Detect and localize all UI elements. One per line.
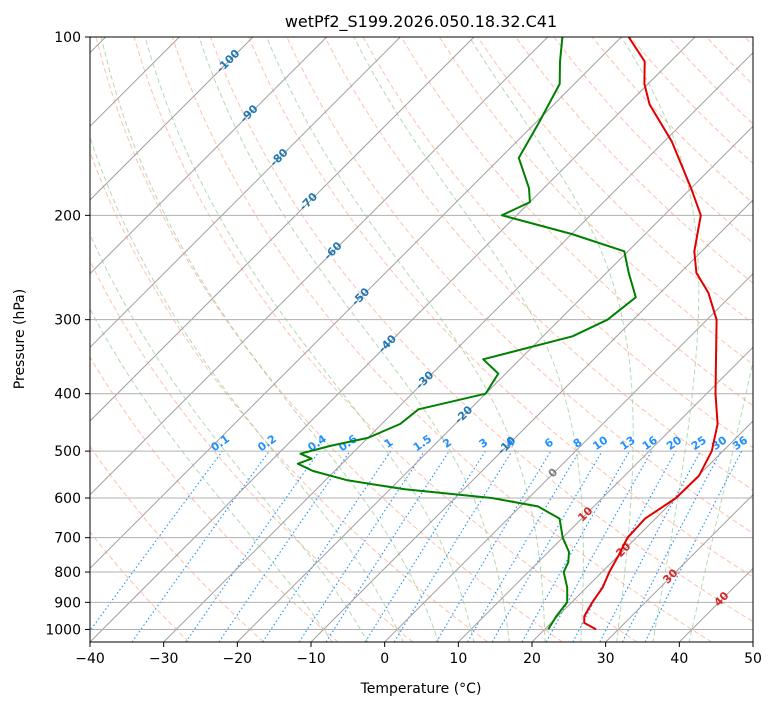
moist-adiabat-line	[620, 37, 700, 642]
plot-area: -100-90-80-70-60-50-40-30-20-10010203040…	[90, 37, 753, 642]
isotherm-line	[90, 37, 475, 422]
mixing-ratio-line	[90, 450, 223, 632]
x-tick-label: 30	[597, 651, 615, 667]
dry-adiabat-line	[210, 37, 753, 623]
temperature-line	[583, 37, 719, 631]
dry-adiabat-line	[515, 37, 753, 284]
y-axis-label: Pressure (hPa)	[12, 289, 28, 389]
mixing-ratio-line	[262, 450, 392, 642]
mixing-ratio-line	[545, 450, 653, 642]
mixing-ratio-line	[521, 450, 630, 642]
isotherm-line	[90, 37, 328, 275]
dry-adiabats	[90, 37, 753, 642]
isotherm-line	[384, 272, 753, 642]
x-tick-label: 40	[670, 651, 688, 667]
plot-frame	[89, 36, 754, 643]
y-tick-label: 800	[54, 565, 81, 581]
isotherm-line	[605, 493, 753, 642]
dry-adiabat-line	[95, 37, 563, 642]
isotherm-line	[90, 37, 254, 201]
moist-adiabat-line	[90, 308, 333, 642]
y-tick-label: 100	[54, 30, 81, 46]
chart-title: wetPf2_S199.2026.050.18.32.C41	[285, 12, 557, 32]
pressure-gridlines	[90, 37, 753, 630]
isotherm-line	[457, 346, 753, 642]
mixing-ratio-line	[131, 450, 270, 642]
x-tick-label: 20	[523, 651, 541, 667]
dry-adiabat-line	[248, 37, 753, 578]
moist-adiabat-line	[144, 37, 475, 642]
y-tick-label: 400	[54, 387, 81, 403]
y-tick-label: 1000	[45, 622, 81, 638]
x-tick-label: −40	[75, 651, 105, 667]
isotherm-line	[163, 51, 753, 642]
x-tick-label: 10	[449, 651, 467, 667]
y-tick-label: 900	[54, 595, 81, 611]
mixing-ratio-line	[298, 450, 425, 642]
moist-adiabat-line	[266, 37, 546, 642]
x-tick-label: −20	[223, 651, 253, 667]
x-axis-label: Temperature (°C)	[360, 681, 482, 697]
y-tick-label: 500	[54, 444, 81, 460]
y-axis-ticks: 1000 900 800 700 600 500 400 300 200 100	[45, 30, 90, 638]
dry-adiabat-line	[438, 37, 753, 366]
mixing-ratio-line	[644, 450, 743, 642]
isotherm-line	[90, 37, 401, 349]
dry-adiabat-line	[400, 37, 753, 407]
x-tick-label: −30	[149, 651, 179, 667]
isotherm-line	[90, 37, 549, 496]
y-tick-label: 200	[54, 208, 81, 224]
dry-adiabat-line	[90, 356, 339, 642]
isotherm-line	[310, 199, 753, 642]
mixing-ratio-line	[325, 450, 450, 642]
mixing-ratio-line	[393, 450, 513, 642]
x-axis-ticks: −40 −30 −20 −10 0 10 20 30 40 50	[75, 642, 762, 667]
moist-adiabat-line	[469, 37, 634, 642]
dry-adiabat-line	[90, 150, 488, 642]
dry-adiabat-line	[324, 37, 753, 491]
mixing-ratio-line	[218, 450, 351, 642]
moist-adiabat-line	[688, 358, 753, 642]
isotherm-line	[531, 420, 753, 642]
isotherms	[90, 37, 753, 642]
isotherm-line	[90, 37, 696, 642]
moist-adiabat-line	[198, 37, 510, 642]
isotherm-line	[90, 37, 622, 570]
y-tick-label: 300	[54, 313, 81, 329]
isotherm-line	[236, 125, 753, 642]
x-tick-label: 0	[380, 651, 389, 667]
moist-adiabat-line	[90, 232, 369, 642]
y-tick-label: 600	[54, 491, 81, 507]
dry-adiabat-line	[171, 37, 712, 642]
x-tick-label: −10	[296, 651, 326, 667]
dewpoint-line	[296, 37, 637, 630]
y-tick-label: 700	[54, 531, 81, 547]
x-tick-label: 50	[744, 651, 762, 667]
sounding-series	[296, 37, 719, 631]
moist-adiabat-line	[90, 135, 404, 642]
dry-adiabat-line	[133, 37, 638, 642]
moist-adiabat-line	[100, 37, 440, 642]
dry-adiabat-line	[90, 445, 264, 642]
dry-adiabat-line	[90, 531, 190, 642]
mixing-ratio-line	[185, 450, 320, 642]
